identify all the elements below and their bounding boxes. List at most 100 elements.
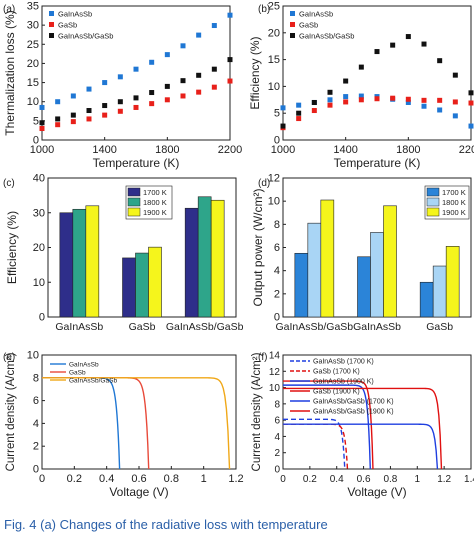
data-point <box>390 95 396 101</box>
y-tick-label: 10 <box>33 277 45 289</box>
data-point <box>405 99 411 105</box>
bar <box>445 246 460 318</box>
y-axis-label: Efficiency (%) <box>5 211 19 284</box>
series-line <box>283 423 349 470</box>
data-point <box>358 93 364 99</box>
bar <box>122 257 136 318</box>
data-point <box>70 112 76 118</box>
x-tick-label: 0.2 <box>67 473 82 485</box>
legend-label: GaSb <box>58 21 77 30</box>
data-point <box>227 57 233 63</box>
bar <box>320 199 335 318</box>
panel-label: (d) <box>258 178 270 189</box>
x-tick-label: 0.2 <box>303 474 317 485</box>
y-tick-label: 0 <box>274 312 280 324</box>
data-point <box>70 93 76 99</box>
y-tick-label: 40 <box>33 173 45 185</box>
category-label: GaInAsSb <box>55 321 103 333</box>
data-point <box>102 112 108 118</box>
data-point <box>211 84 217 90</box>
panel-label: (f) <box>258 352 267 363</box>
data-point <box>39 126 45 132</box>
y-tick-label: 4 <box>274 265 280 277</box>
legend-label: GaInAsSb/GaSb <box>69 378 117 385</box>
x-tick-label: 1.2 <box>437 474 451 485</box>
legend-label: GaInAsSb (1700 K) <box>313 359 374 366</box>
data-point <box>70 119 76 125</box>
y-tick-label: 2 <box>274 288 280 300</box>
data-point <box>452 72 458 78</box>
legend-swatch <box>127 187 141 197</box>
legend-label: GaInAsSb/GaSb <box>299 32 354 41</box>
bar <box>419 281 434 318</box>
data-point <box>343 78 349 84</box>
x-tick-label: 1800 <box>396 144 420 156</box>
panel-label: (c) <box>3 178 15 189</box>
legend-swatch <box>426 187 440 197</box>
data-point <box>55 122 61 128</box>
y-tick-label: 4 <box>274 432 280 443</box>
legend-swatch <box>426 197 440 207</box>
data-point <box>390 42 396 48</box>
y-tick-label: 20 <box>33 242 45 254</box>
data-point <box>133 95 139 101</box>
bar <box>383 205 397 318</box>
legend-label: 1700 K <box>442 188 466 197</box>
x-tick-label: 1.4 <box>464 474 474 485</box>
plot-frame <box>282 354 472 470</box>
y-tick-label: 10 <box>268 81 280 93</box>
data-point <box>421 97 427 103</box>
x-tick-label: 0 <box>39 473 45 485</box>
x-tick-label: 0.8 <box>164 473 179 485</box>
x-tick-label: 0 <box>280 474 286 485</box>
x-tick-label: 0.6 <box>357 474 371 485</box>
data-point <box>452 113 458 119</box>
legend-swatch <box>127 207 141 217</box>
data-point <box>86 108 92 114</box>
bar <box>184 207 199 318</box>
data-point <box>196 89 202 95</box>
x-tick-label: 0.8 <box>383 474 397 485</box>
data-point <box>421 103 427 109</box>
legend: GaInAsSb GaSb GaInAsSb/GaSb <box>49 10 113 41</box>
data-point <box>180 93 186 99</box>
data-point <box>468 123 474 129</box>
x-tick-label: 2200 <box>459 144 474 156</box>
legend-label: GaInAsSb <box>58 10 92 19</box>
x-tick-label: 0.6 <box>131 473 146 485</box>
y-tick-label: 0 <box>39 312 45 324</box>
data-point <box>39 120 45 126</box>
y-tick-label: 8 <box>274 219 280 231</box>
data-point <box>437 107 443 113</box>
y-tick-label: 6 <box>274 242 280 254</box>
y-tick-label: 30 <box>33 207 45 219</box>
x-tick-label: 1400 <box>92 144 116 156</box>
data-point <box>311 99 317 105</box>
data-point <box>374 96 380 102</box>
legend-label: 1900 K <box>442 208 466 217</box>
y-tick-label: 10 <box>27 96 39 108</box>
y-axis-label: Current density (A/cm²) <box>5 352 17 471</box>
y-tick-label: 0 <box>274 135 280 147</box>
data-point <box>149 90 155 96</box>
data-point <box>358 64 364 70</box>
series-line <box>283 387 443 470</box>
x-tick-label: 1000 <box>271 144 295 156</box>
legend-label: GaInAsSb <box>299 10 333 19</box>
y-tick-label: 20 <box>268 27 280 39</box>
y-tick-label: 0 <box>33 135 39 147</box>
y-tick-label: 30 <box>27 20 39 32</box>
data-point <box>296 102 302 108</box>
panel-f: 0 2 4 6 8 10 12 14 0 0.2 0.4 0.6 0.8 1 1.2 1.4 Voltage (… <box>251 351 474 500</box>
legend-label: 1700 K <box>143 188 167 197</box>
data-point <box>437 97 443 103</box>
y-tick-label: 15 <box>27 77 39 89</box>
data-point <box>374 49 380 55</box>
data-point <box>196 32 202 38</box>
panel-label: (a) <box>3 4 15 15</box>
data-point <box>311 108 317 114</box>
legend-label: GaInAsSb/GaSb (1700 K) <box>313 399 394 406</box>
data-point <box>39 104 45 110</box>
